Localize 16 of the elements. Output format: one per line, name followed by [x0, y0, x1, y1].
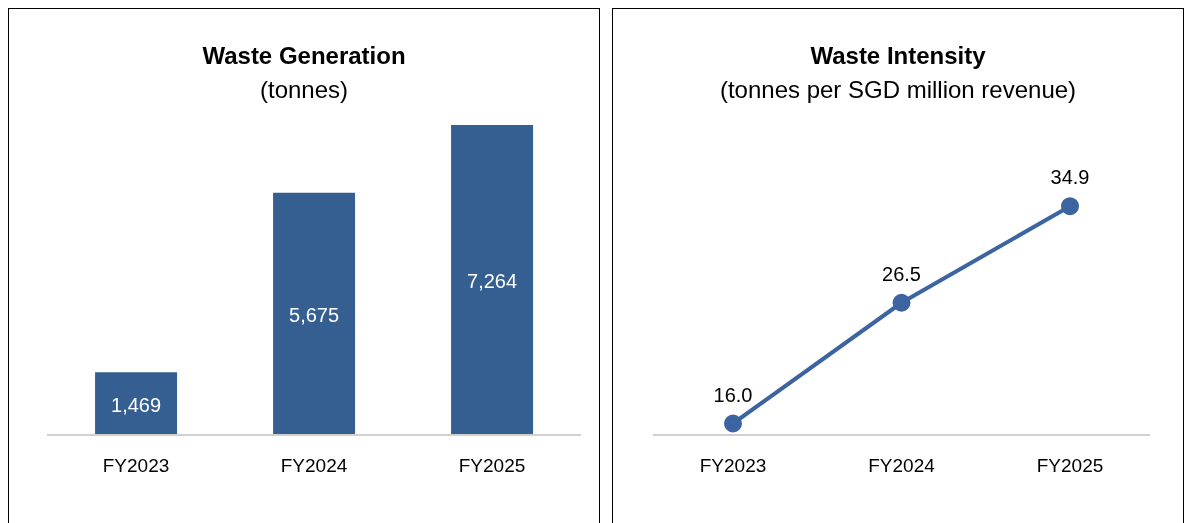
data-label: 34.9 [1050, 166, 1090, 189]
x-tick-label: FY2023 [699, 455, 767, 477]
x-tick-label: FY2024 [868, 455, 936, 477]
data-label: 1,469 [111, 393, 162, 416]
chart-title: Waste Intensity [809, 41, 987, 71]
data-label: 26.5 [882, 262, 921, 285]
x-tick-label: FY2025 [458, 455, 526, 477]
data-label: 5,675 [289, 303, 340, 326]
data-label: 16.0 [713, 383, 753, 406]
chart-title: Waste Generation [201, 41, 407, 71]
x-tick-label: FY2023 [102, 455, 170, 477]
chart-subtitle: (tonnes per SGD million revenue) [718, 75, 1078, 105]
x-tick-label: FY2025 [1036, 455, 1104, 477]
x-tick-label: FY2024 [280, 455, 348, 477]
data-label: 7,264 [467, 270, 518, 292]
chart-subtitle: (tonnes) [258, 75, 349, 105]
